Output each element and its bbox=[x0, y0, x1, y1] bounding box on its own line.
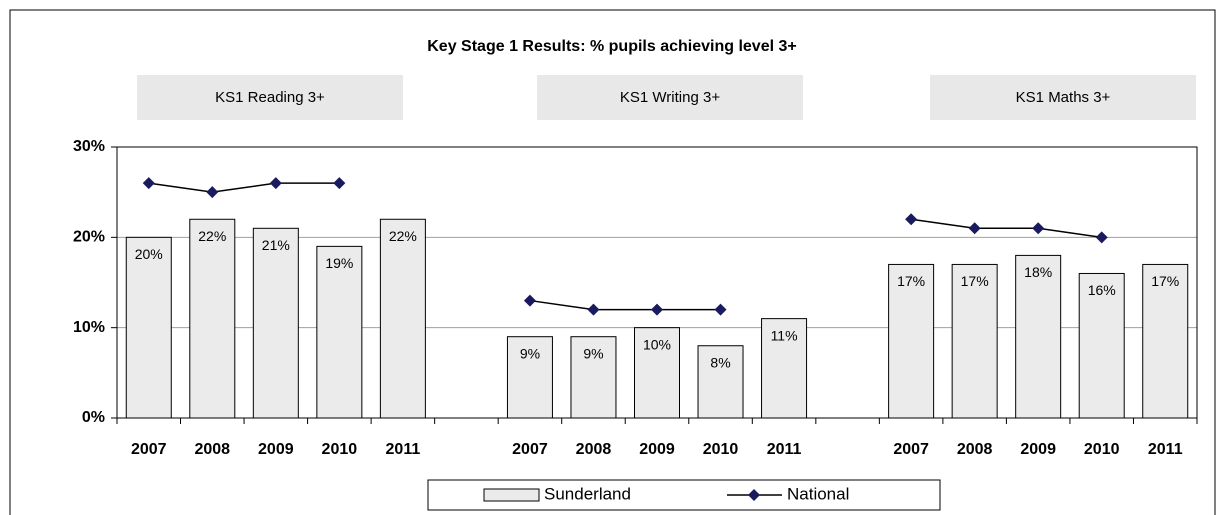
bar bbox=[1015, 254, 1062, 419]
data-label: 21% bbox=[262, 237, 290, 253]
x-tick-label: 2007 bbox=[512, 441, 548, 458]
marker bbox=[1032, 222, 1045, 235]
panel-box bbox=[537, 75, 803, 120]
x-tick-label: 2011 bbox=[386, 441, 421, 458]
data-label: 22% bbox=[198, 228, 226, 244]
chart-title: Key Stage 1 Results: % pupils achieving … bbox=[427, 38, 796, 55]
marker bbox=[269, 177, 282, 190]
marker bbox=[206, 186, 219, 199]
data-label: 16% bbox=[1088, 282, 1116, 298]
panel-label: KS1 Writing 3+ bbox=[620, 89, 720, 106]
data-label: 11% bbox=[771, 327, 798, 343]
bar bbox=[1078, 272, 1125, 419]
legend-marker bbox=[748, 489, 760, 501]
marker bbox=[142, 177, 155, 190]
data-label: 17% bbox=[897, 273, 925, 289]
bar bbox=[570, 336, 617, 419]
line bbox=[148, 182, 1102, 311]
x-tick-label: 2008 bbox=[576, 441, 612, 458]
marker bbox=[333, 177, 346, 190]
bar bbox=[697, 345, 744, 419]
bar bbox=[761, 318, 808, 419]
y-tick-label: 10% bbox=[73, 319, 105, 336]
panel-label: KS1 Maths 3+ bbox=[1016, 89, 1111, 106]
bar bbox=[506, 336, 553, 419]
data-label: 10% bbox=[643, 336, 671, 352]
data-label: 18% bbox=[1024, 264, 1052, 280]
x-tick-label: 2010 bbox=[1084, 441, 1120, 458]
x-tick-label: 2009 bbox=[639, 441, 675, 458]
bar bbox=[125, 236, 172, 419]
data-label: 8% bbox=[710, 354, 730, 370]
marker bbox=[968, 222, 981, 235]
x-tick-label: 2010 bbox=[322, 441, 358, 458]
legend-label: National bbox=[787, 484, 849, 503]
panel-box bbox=[137, 75, 403, 120]
marker bbox=[523, 294, 536, 307]
marker bbox=[714, 303, 727, 316]
x-tick-label: 2008 bbox=[194, 441, 230, 458]
data-label: 17% bbox=[1151, 273, 1179, 289]
marker bbox=[1095, 231, 1108, 244]
data-label: 22% bbox=[389, 228, 417, 244]
x-tick-label: 2011 bbox=[767, 441, 802, 458]
marker bbox=[651, 303, 663, 316]
x-tick-label: 2008 bbox=[957, 441, 993, 458]
bar bbox=[252, 227, 299, 419]
marker bbox=[587, 303, 600, 316]
y-tick-label: 20% bbox=[73, 229, 105, 246]
data-label: 9% bbox=[583, 345, 603, 361]
bar bbox=[1142, 263, 1189, 419]
x-tick-label: 2009 bbox=[258, 441, 294, 458]
data-label: 17% bbox=[961, 273, 989, 289]
data-label: 9% bbox=[520, 345, 540, 361]
y-tick-label: 30% bbox=[73, 138, 105, 155]
legend-swatch bbox=[483, 488, 540, 502]
bar bbox=[888, 263, 935, 419]
panel-label: KS1 Reading 3+ bbox=[215, 89, 325, 106]
marker bbox=[905, 213, 918, 226]
data-label: 19% bbox=[325, 255, 353, 271]
bar bbox=[634, 327, 680, 419]
x-tick-label: 2011 bbox=[1148, 441, 1183, 458]
bar bbox=[189, 218, 236, 419]
x-tick-label: 2007 bbox=[131, 441, 167, 458]
legend-label: Sunderland bbox=[544, 484, 631, 503]
panel-box bbox=[930, 75, 1196, 120]
bar bbox=[316, 245, 363, 419]
x-tick-label: 2007 bbox=[893, 441, 929, 458]
bar bbox=[379, 218, 426, 419]
x-tick-label: 2010 bbox=[703, 441, 739, 458]
x-tick-label: 2009 bbox=[1020, 441, 1056, 458]
bar bbox=[951, 263, 998, 419]
data-label: 20% bbox=[135, 246, 163, 262]
y-tick-label: 0% bbox=[82, 409, 105, 426]
